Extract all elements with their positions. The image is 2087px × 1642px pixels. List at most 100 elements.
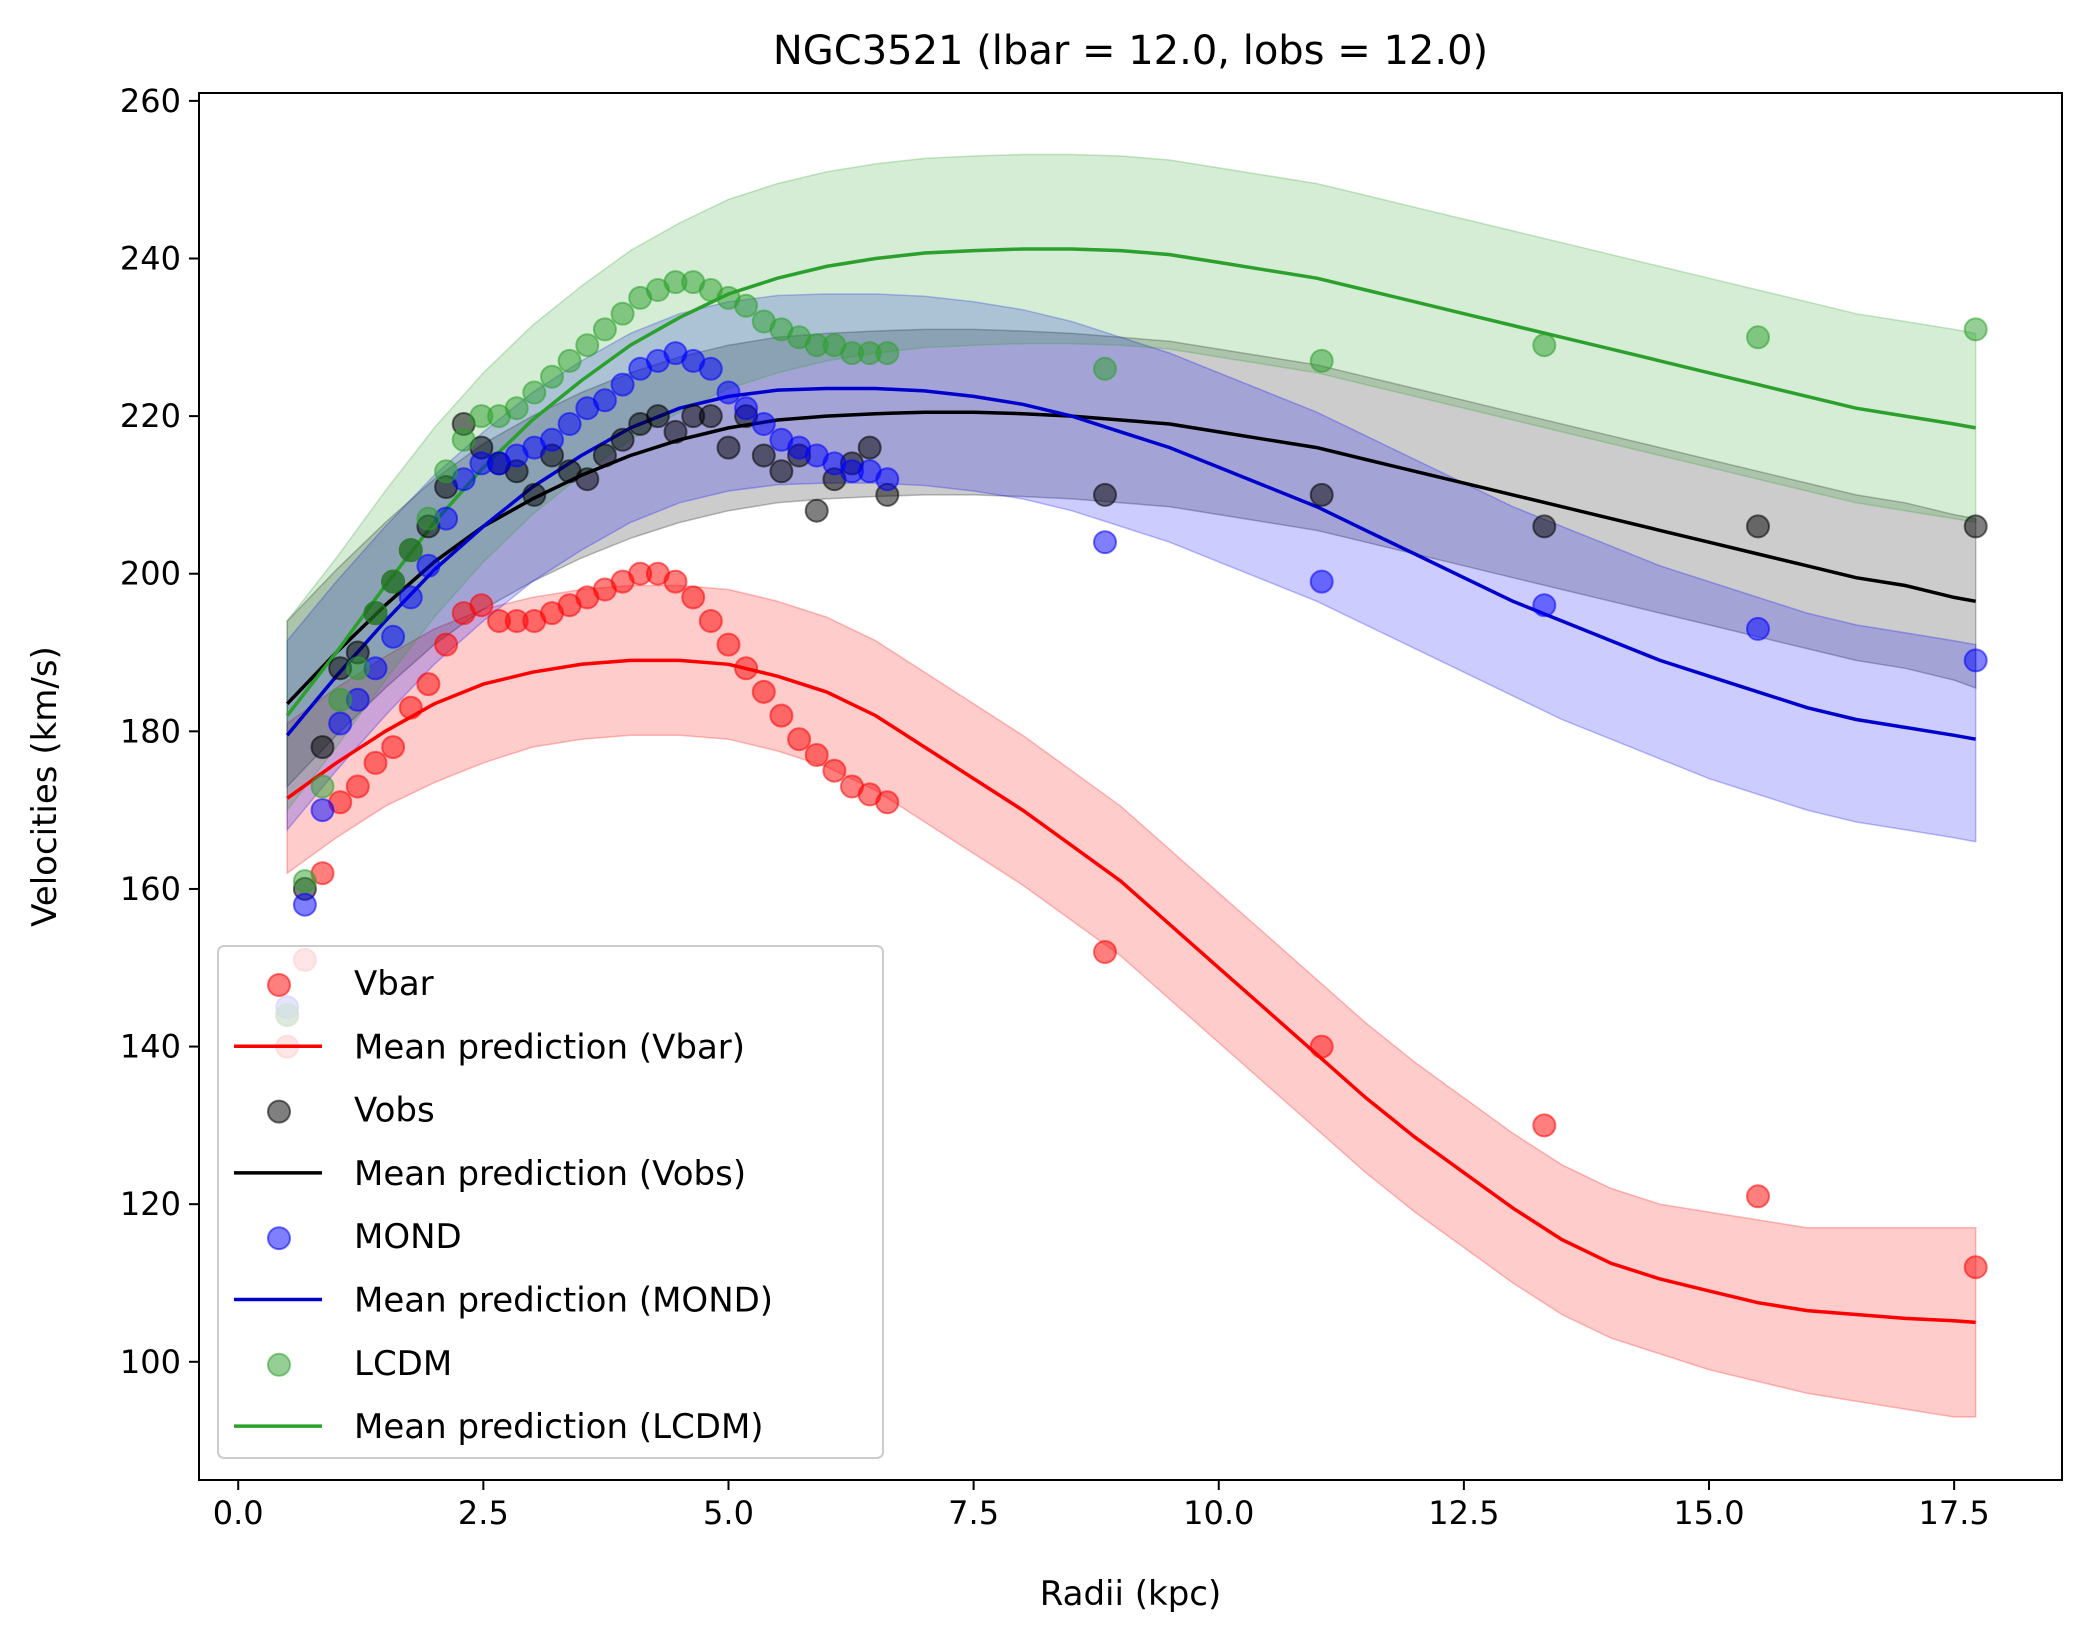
chart-title: NGC3521 (lbar = 12.0, lobs = 12.0)	[773, 28, 1488, 74]
point-lcdm	[875, 341, 900, 366]
point-vbar	[416, 672, 441, 697]
plot-frame	[198, 92, 2063, 1481]
point-lcdm	[522, 380, 547, 405]
point-vobs	[1746, 514, 1770, 539]
point-vbar	[1532, 1113, 1557, 1138]
point-vobs	[663, 419, 688, 444]
y-tick-label: 200	[120, 555, 181, 593]
y-axis-label: Velocities (km/s)	[25, 646, 65, 927]
scatter-points	[275, 270, 1988, 1280]
band-mean-prediction-vobs	[286, 328, 1977, 789]
point-lcdm	[1093, 356, 1117, 381]
point-mond	[734, 396, 759, 421]
point-vbar	[663, 569, 688, 594]
y-tick-label: 100	[120, 1343, 181, 1381]
legend-box	[217, 945, 884, 1459]
line-mean-prediction-vbar	[286, 658, 1976, 1325]
point-mond	[540, 427, 564, 452]
x-axis-ticks: 0.0 2.5 5.0 7.5 10.0 12.5 15.0 17.5	[213, 1480, 1990, 1532]
y-tick-label: 140	[120, 1028, 181, 1066]
legend-marker	[267, 973, 291, 997]
point-vobs	[522, 482, 547, 507]
legend-label: Mean prediction (MOND)	[354, 1281, 773, 1321]
point-vobs	[1963, 514, 1988, 539]
point-lcdm	[310, 774, 335, 799]
legend-label: MOND	[354, 1217, 462, 1257]
point-lcdm	[1309, 348, 1334, 373]
point-lcdm	[292, 869, 317, 894]
point-vbar	[716, 632, 741, 657]
point-mond	[1532, 593, 1557, 618]
point-vbar	[734, 656, 759, 681]
point-vobs	[310, 735, 335, 760]
point-vbar	[398, 695, 423, 720]
point-vobs	[769, 459, 794, 484]
y-tick-label: 260	[120, 82, 181, 120]
y-axis-ticks: 100 120 140 160 180 200 220 240 260	[120, 82, 199, 1381]
point-mond	[398, 585, 423, 610]
point-vbar	[1746, 1184, 1770, 1209]
point-lcdm	[1746, 325, 1770, 350]
point-mond	[1309, 569, 1334, 594]
line-mean-prediction-lcdm	[285, 247, 1977, 717]
point-vbar	[769, 703, 794, 728]
point-lcdm	[434, 459, 459, 484]
point-lcdm	[1963, 317, 1988, 342]
point-mond	[698, 356, 723, 381]
point-vobs	[804, 498, 829, 523]
point-lcdm	[592, 317, 617, 342]
point-vobs	[610, 427, 635, 452]
point-vbar	[681, 585, 706, 610]
point-mond	[416, 553, 441, 578]
point-mond	[1093, 530, 1117, 555]
point-mond	[310, 798, 335, 823]
point-vobs	[575, 467, 600, 492]
point-vbar	[345, 774, 370, 799]
point-vobs	[751, 443, 776, 468]
point-vbar	[822, 758, 847, 783]
legend-marker	[267, 1099, 291, 1124]
legend-label: Mean prediction (Vbar)	[354, 1027, 745, 1067]
x-tick-label: 12.5	[1428, 1494, 1499, 1532]
point-vbar	[381, 735, 406, 760]
legend-label: Vbar	[354, 964, 434, 1004]
point-mond	[610, 372, 635, 397]
x-tick-label: 15.0	[1673, 1494, 1744, 1532]
point-lcdm	[575, 333, 600, 358]
point-vbar	[804, 743, 829, 767]
point-vobs	[1093, 482, 1117, 507]
y-tick-label: 220	[120, 397, 181, 435]
point-mond	[875, 467, 900, 492]
y-tick-label: 240	[120, 239, 181, 277]
y-tick-label: 120	[120, 1185, 181, 1223]
point-vbar	[751, 679, 776, 704]
point-mond	[292, 892, 317, 917]
legend-entry: Vbar	[267, 964, 434, 1004]
point-vbar	[875, 790, 900, 815]
point-lcdm	[557, 348, 582, 373]
point-mond	[1963, 648, 1988, 673]
point-lcdm	[381, 569, 406, 594]
point-lcdm	[504, 396, 529, 421]
point-mond	[751, 412, 776, 436]
point-vbar	[1963, 1255, 1988, 1280]
point-mond	[716, 380, 741, 405]
x-tick-label: 7.5	[948, 1494, 999, 1532]
legend-entry: Mean prediction (MOND)	[234, 1281, 773, 1321]
point-mond	[592, 388, 617, 413]
legend-entry: Mean prediction (LCDM)	[234, 1407, 764, 1447]
y-tick-label: 160	[120, 870, 181, 908]
point-lcdm	[328, 687, 353, 712]
point-vobs	[716, 435, 741, 460]
point-vobs	[698, 404, 723, 429]
point-mond	[1746, 616, 1770, 641]
x-tick-label: 5.0	[703, 1494, 754, 1532]
x-axis-label: Radii (kpc)	[1040, 1574, 1222, 1614]
point-mond	[557, 412, 582, 436]
x-tick-label: 17.5	[1919, 1494, 1990, 1532]
point-vbar	[787, 727, 812, 752]
legend-label: Vobs	[354, 1091, 435, 1131]
point-vobs	[645, 404, 670, 429]
point-mond	[328, 711, 353, 736]
